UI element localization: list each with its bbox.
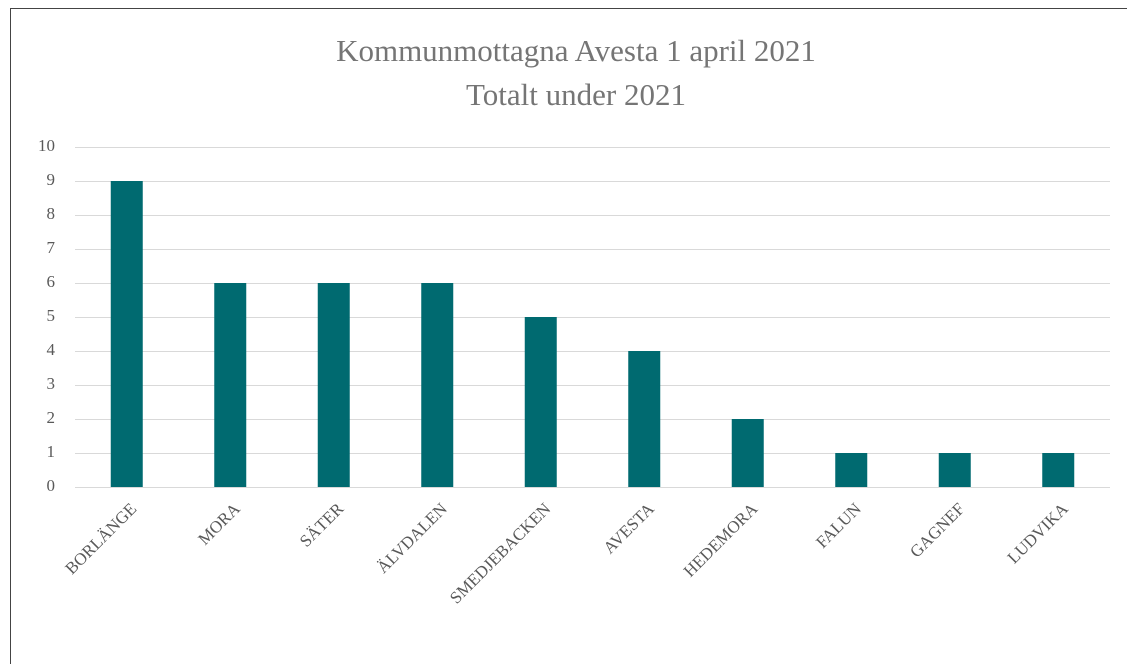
chart-border — [10, 8, 1127, 664]
bar — [628, 351, 661, 487]
y-tick-label: 3 — [47, 374, 56, 393]
bar — [421, 283, 454, 487]
bar — [835, 453, 868, 487]
bar — [214, 283, 247, 487]
bar — [1042, 453, 1075, 487]
y-tick-label: 7 — [47, 238, 56, 257]
y-tick-label: 1 — [47, 442, 56, 461]
chart-title: Kommunmottagna Avesta 1 april 2021 — [336, 33, 816, 68]
bar — [317, 283, 350, 487]
y-tick-label: 10 — [38, 136, 55, 155]
bar — [110, 181, 143, 487]
bar — [938, 453, 971, 487]
y-tick-label: 0 — [47, 476, 56, 495]
y-tick-label: 6 — [47, 272, 56, 291]
y-tick-label: 2 — [47, 408, 56, 427]
y-tick-label: 4 — [47, 340, 56, 359]
bar — [524, 317, 557, 487]
bar — [731, 419, 764, 487]
y-tick-label: 8 — [47, 204, 56, 223]
chart-subtitle: Totalt under 2021 — [466, 77, 686, 112]
y-tick-label: 5 — [47, 306, 56, 325]
y-tick-label: 9 — [47, 170, 56, 189]
